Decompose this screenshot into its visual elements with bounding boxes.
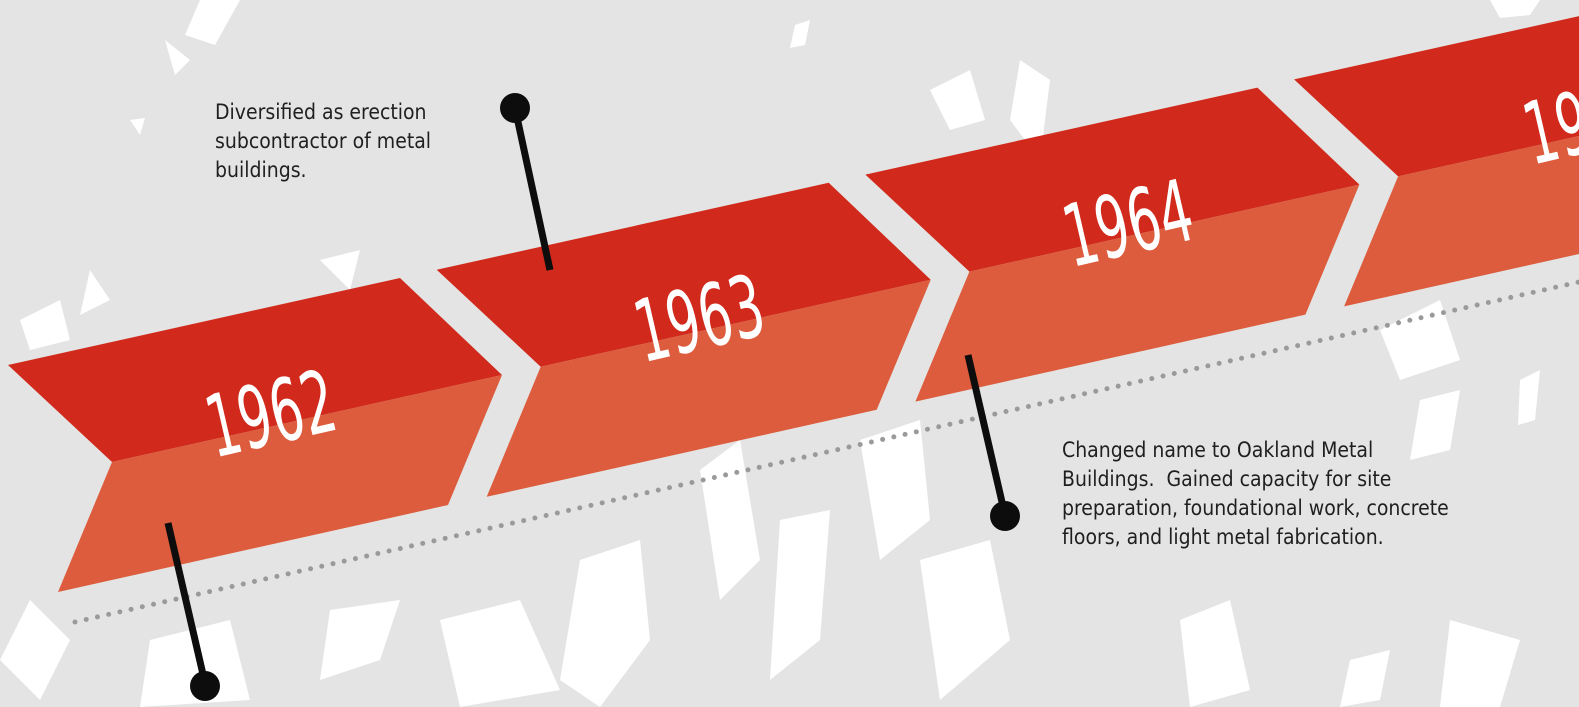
background-shapes xyxy=(0,0,1540,707)
dotted-axis xyxy=(72,279,1579,625)
pin-line xyxy=(964,354,1009,516)
event-description: Changed name to Oakland Metal Buildings.… xyxy=(1062,438,1455,549)
chevron-bottom xyxy=(486,279,931,497)
pin-dot xyxy=(500,93,530,123)
event-description: Diversified as erection subcontractor of… xyxy=(215,100,438,182)
chevron-top xyxy=(1294,16,1579,177)
pin-dot xyxy=(190,671,220,701)
timeline-step: 19 xyxy=(1294,16,1579,307)
chevron-top xyxy=(8,278,502,462)
pin-dot xyxy=(990,501,1020,531)
timeline-step: 1962 xyxy=(8,278,502,701)
pin-line xyxy=(164,522,209,684)
timeline-step: 1963 xyxy=(436,93,931,497)
chevron-bottom xyxy=(1344,136,1579,307)
chevron-top xyxy=(436,182,931,367)
pin-line xyxy=(511,107,554,271)
chevron-top xyxy=(865,87,1360,272)
chevron-bottom xyxy=(915,184,1360,402)
timeline-step: 1964 xyxy=(865,87,1360,531)
